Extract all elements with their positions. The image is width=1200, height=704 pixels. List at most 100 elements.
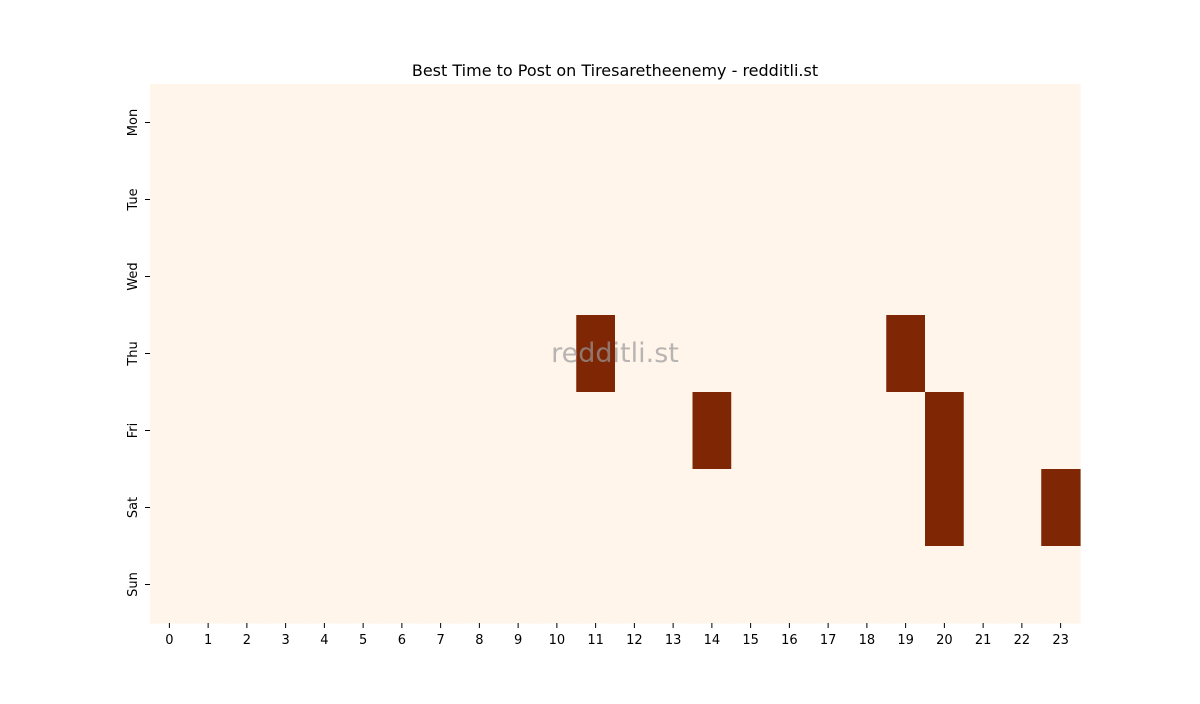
heatmap-cell-sun-3 [266,546,306,624]
heatmap-cell-fri-8 [460,392,500,470]
heatmap-cell-sat-20 [925,469,965,547]
heatmap-cell-wed-6 [382,238,422,316]
heatmap-cell-sat-14 [692,469,732,547]
heatmap-cell-wed-19 [886,238,926,316]
heatmap-cell-tue-9 [498,161,539,239]
heatmap-cell-fri-20 [925,392,965,470]
heatmap-cell-mon-15 [731,84,771,162]
heatmap-cell-sun-12 [615,546,655,624]
heatmap-cell-sun-10 [537,546,577,624]
heatmap-cell-thu-14 [692,315,732,393]
x-tick-label-4: 4 [320,633,328,648]
heatmap-cell-fri-4 [305,392,345,470]
y-axis: Mon Tue Wed Thu Fri Sat Sun [126,109,150,597]
heatmap-cell-mon-1 [188,84,229,162]
heatmap-cell-fri-3 [266,392,306,470]
heatmap-cell-mon-3 [266,84,306,162]
heatmap-cell-tue-6 [382,161,422,239]
heatmap-cell-tue-15 [731,161,771,239]
heatmap-cell-sat-17 [808,469,849,547]
x-tick-label-11: 11 [587,633,604,648]
y-tick-label-thu: Thu [126,341,141,366]
heatmap-cell-thu-16 [770,315,810,393]
heatmap-cell-fri-10 [537,392,577,470]
y-tick-label-fri: Fri [126,423,141,439]
heatmap-cell-thu-22 [1002,315,1042,393]
heatmap-cell-wed-7 [421,238,461,316]
heatmap-cell-mon-8 [460,84,500,162]
heatmap-cell-tue-1 [188,161,229,239]
heatmap-cell-tue-21 [963,161,1004,239]
heatmap-cell-sun-17 [808,546,849,624]
y-tick-label-tue: Tue [126,188,141,211]
heatmap-cell-thu-7 [421,315,461,393]
heatmap-cell-thu-19 [886,315,926,393]
heatmap-cell-wed-15 [731,238,771,316]
heatmap-cell-sat-9 [498,469,539,547]
heatmap-cell-mon-21 [963,84,1004,162]
heatmap-cell-sun-19 [886,546,926,624]
heatmap-cell-mon-17 [808,84,849,162]
heatmap-cell-fri-19 [886,392,926,470]
heatmap-cell-sun-5 [343,546,384,624]
x-tick-label-8: 8 [475,633,483,648]
x-tick-label-2: 2 [243,633,251,648]
heatmap-cell-tue-18 [847,161,887,239]
heatmap-cell-tue-19 [886,161,926,239]
heatmap-cell-fri-13 [653,392,694,470]
heatmap-cell-sun-13 [653,546,694,624]
heatmap-cell-tue-11 [576,161,616,239]
heatmap-cell-sat-16 [770,469,810,547]
heatmap-cell-sat-18 [847,469,887,547]
heatmap-cell-tue-0 [150,161,190,239]
heatmap-cell-fri-11 [576,392,616,470]
heatmap-cell-thu-2 [227,315,267,393]
heatmap-cell-sat-21 [963,469,1004,547]
heatmap-cell-tue-12 [615,161,655,239]
x-tick-label-17: 17 [820,633,837,648]
heatmap-cell-wed-16 [770,238,810,316]
heatmap-cell-thu-13 [653,315,694,393]
heatmap-cell-fri-7 [421,392,461,470]
heatmap-cell-wed-20 [925,238,965,316]
x-tick-label-14: 14 [704,633,721,648]
heatmap-cell-wed-13 [653,238,694,316]
heatmap-cell-sun-0 [150,546,190,624]
heatmap-cell-wed-17 [808,238,849,316]
heatmap-cell-fri-23 [1041,392,1081,470]
heatmap-cell-thu-18 [847,315,887,393]
heatmap-cell-mon-6 [382,84,422,162]
y-tick-label-sun: Sun [126,572,141,597]
heatmap-cell-wed-5 [343,238,384,316]
heatmap-cell-sat-13 [653,469,694,547]
x-tick-label-19: 19 [897,633,914,648]
heatmap-cell-sat-2 [227,469,267,547]
heatmap-cell-sun-11 [576,546,616,624]
heatmap-cell-thu-6 [382,315,422,393]
heatmap-cell-sat-22 [1002,469,1042,547]
heatmap-cell-sun-20 [925,546,965,624]
heatmap-cell-fri-1 [188,392,229,470]
heatmap-cell-tue-3 [266,161,306,239]
heatmap-cell-tue-8 [460,161,500,239]
heatmap-cell-fri-6 [382,392,422,470]
heatmap-cell-thu-9 [498,315,539,393]
heatmap-cell-sat-5 [343,469,384,547]
heatmap-cell-sun-4 [305,546,345,624]
heatmap-cell-wed-10 [537,238,577,316]
heatmap-cell-thu-10 [537,315,577,393]
heatmap-cell-thu-21 [963,315,1004,393]
x-tick-label-12: 12 [626,633,643,648]
heatmap-cell-wed-9 [498,238,539,316]
heatmap-cell-tue-16 [770,161,810,239]
heatmap-cell-sat-4 [305,469,345,547]
heatmap-cell-mon-16 [770,84,810,162]
heatmap-cell-sun-9 [498,546,539,624]
heatmap-cell-tue-7 [421,161,461,239]
heatmap-cell-mon-7 [421,84,461,162]
heatmap-cell-wed-14 [692,238,732,316]
heatmap-cell-sat-6 [382,469,422,547]
heatmap-cell-thu-15 [731,315,771,393]
heatmap-cell-mon-13 [653,84,694,162]
x-tick-label-10: 10 [549,633,566,648]
